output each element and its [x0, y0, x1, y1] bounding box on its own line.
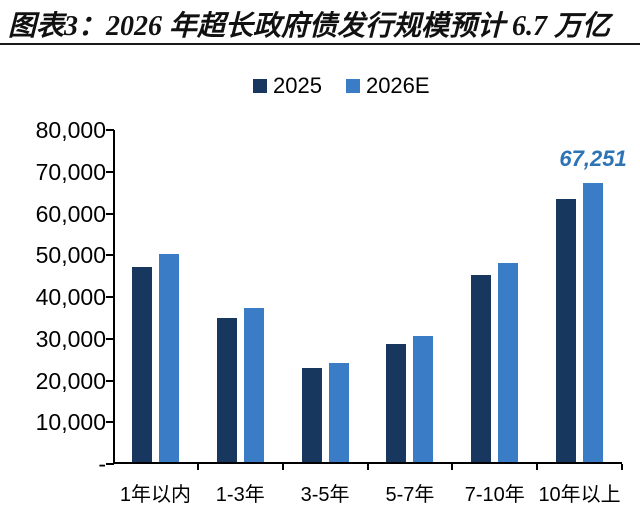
y-axis-tick-label: 60,000	[35, 200, 106, 227]
x-axis-tick	[281, 464, 284, 470]
y-axis-tick	[106, 254, 114, 257]
x-axis-category-label: 10年以上	[538, 484, 621, 506]
bar-value-label: 67,251	[559, 146, 627, 172]
legend-label: 2026E	[365, 73, 430, 98]
y-axis-tick	[106, 170, 114, 173]
legend-label: 2025	[273, 73, 322, 98]
plot-area	[113, 130, 622, 464]
legend-swatch-icon	[345, 79, 360, 93]
bar-2026e-1年以内	[158, 253, 179, 464]
y-axis-tick	[106, 421, 114, 424]
x-axis-category-label: 3-5年	[300, 484, 350, 506]
y-axis-tick-label: 50,000	[35, 242, 106, 269]
title-separator	[0, 43, 640, 45]
x-axis-tick	[621, 464, 623, 470]
bar-2026e-1-3年	[243, 307, 264, 464]
y-axis-tick	[106, 337, 114, 340]
legend-item-2026e: 2026E	[345, 73, 430, 99]
y-axis-tick	[106, 379, 114, 382]
x-axis-category-label: 1年以内	[119, 484, 191, 506]
bar-2025-5-7年	[386, 344, 407, 464]
x-axis-category-label: 1-3年	[215, 484, 265, 506]
legend-swatch-icon	[253, 79, 267, 93]
x-axis-tick	[536, 464, 539, 470]
y-axis-tick	[106, 296, 114, 298]
y-axis-tick	[106, 463, 114, 465]
y-axis-tick-label: -	[98, 451, 106, 477]
bar-2026e-7-10年	[498, 263, 519, 464]
x-axis-tick	[366, 464, 369, 470]
y-axis-tick-label: 40,000	[35, 284, 106, 310]
y-axis-tick	[106, 212, 114, 215]
y-axis-tick-label: 70,000	[35, 158, 106, 185]
x-axis-category-label: 5-7年	[385, 484, 435, 506]
y-axis-tick-label: 80,000	[35, 117, 106, 143]
bar-2025-7-10年	[471, 274, 492, 464]
bar-2025-10年以上	[556, 198, 577, 464]
bar-2026e-5-7年	[413, 335, 434, 464]
bar-2025-1年以内	[131, 266, 152, 464]
figure-title: 图表3：2026 年超长政府债发行规模预计 6.7 万亿	[8, 11, 611, 42]
bar-2025-3-5年	[301, 367, 322, 464]
x-axis-tick	[451, 464, 454, 470]
bar-2026e-3-5年	[328, 362, 349, 464]
bar-2025-1-3年	[216, 317, 237, 464]
y-axis-tick-label: 10,000	[35, 409, 106, 436]
y-axis-tick-label: 20,000	[35, 367, 106, 394]
x-axis-category-label: 7-10年	[464, 484, 525, 506]
chart-legend: 2025 2026E	[253, 73, 430, 99]
x-axis-tick	[196, 464, 199, 470]
y-axis-tick-label: 30,000	[35, 325, 106, 352]
y-axis-tick	[106, 129, 114, 131]
legend-item-2025: 2025	[253, 73, 322, 99]
bar-2026e-10年以上	[583, 183, 604, 464]
